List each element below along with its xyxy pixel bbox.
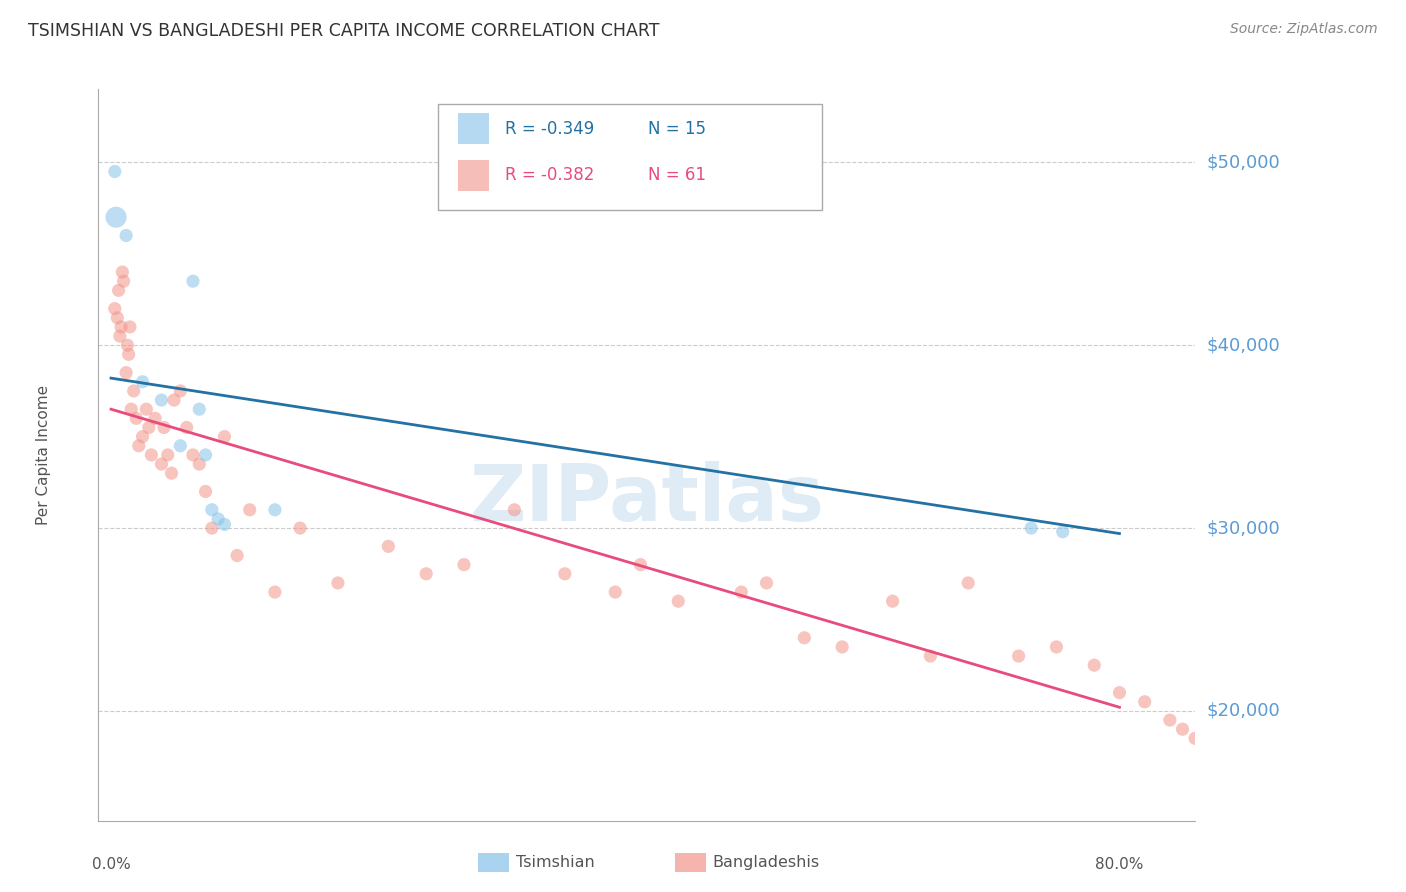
Point — [201, 503, 224, 517]
Point — [1133, 695, 1156, 709]
Point — [605, 585, 627, 599]
Text: ZIPatlas: ZIPatlas — [470, 461, 824, 537]
Text: Tsimshian: Tsimshian — [516, 855, 595, 870]
Point — [453, 558, 475, 572]
Point — [117, 338, 139, 352]
Text: N = 15: N = 15 — [648, 120, 706, 137]
Point — [1019, 521, 1042, 535]
Point — [554, 566, 576, 581]
Point — [1197, 740, 1219, 755]
Point — [188, 457, 211, 471]
Point — [503, 503, 526, 517]
Point — [214, 517, 236, 532]
Point — [1108, 685, 1130, 699]
Point — [115, 366, 138, 380]
Point — [630, 558, 652, 572]
Point — [1052, 524, 1074, 539]
Point — [415, 566, 437, 581]
Point — [1045, 640, 1067, 654]
Point — [120, 402, 142, 417]
Point — [201, 521, 224, 535]
Text: 0.0%: 0.0% — [91, 857, 131, 872]
Point — [107, 284, 129, 298]
Point — [125, 411, 148, 425]
Point — [181, 448, 204, 462]
Point — [131, 430, 153, 444]
Point — [163, 392, 186, 407]
Text: R = -0.349: R = -0.349 — [505, 120, 595, 137]
Point — [150, 392, 173, 407]
Point — [131, 375, 153, 389]
Point — [730, 585, 752, 599]
Point — [181, 274, 204, 288]
Point — [176, 420, 198, 434]
Point — [108, 329, 131, 343]
Point — [264, 585, 287, 599]
Point — [326, 576, 349, 591]
Point — [128, 439, 150, 453]
Point — [105, 310, 128, 325]
Point — [188, 402, 211, 417]
Point — [194, 448, 217, 462]
Point — [214, 430, 236, 444]
Point — [920, 649, 942, 664]
Text: Source: ZipAtlas.com: Source: ZipAtlas.com — [1230, 22, 1378, 37]
Point — [882, 594, 904, 608]
Point — [194, 484, 217, 499]
Point — [666, 594, 689, 608]
Point — [135, 402, 157, 417]
Point — [156, 448, 179, 462]
Text: $40,000: $40,000 — [1206, 336, 1279, 354]
Point — [112, 274, 135, 288]
Text: $20,000: $20,000 — [1206, 702, 1279, 720]
Point — [957, 576, 980, 591]
Text: N = 61: N = 61 — [648, 167, 706, 185]
Point — [169, 384, 191, 398]
Point — [104, 301, 127, 316]
Point — [141, 448, 163, 462]
Point — [118, 320, 141, 334]
Point — [264, 503, 287, 517]
Point — [169, 439, 191, 453]
Point — [1007, 649, 1029, 664]
Text: R = -0.382: R = -0.382 — [505, 167, 595, 185]
Text: TSIMSHIAN VS BANGLADESHI PER CAPITA INCOME CORRELATION CHART: TSIMSHIAN VS BANGLADESHI PER CAPITA INCO… — [28, 22, 659, 40]
Point — [755, 576, 778, 591]
Point — [143, 411, 166, 425]
Point — [160, 466, 183, 480]
Point — [110, 320, 132, 334]
Point — [1083, 658, 1105, 673]
Point — [122, 384, 145, 398]
FancyBboxPatch shape — [439, 103, 823, 210]
Point — [1184, 731, 1206, 746]
Point — [138, 420, 160, 434]
Text: Per Capita Income: Per Capita Income — [37, 384, 51, 525]
Text: $50,000: $50,000 — [1206, 153, 1279, 171]
Point — [115, 228, 138, 243]
Point — [239, 503, 262, 517]
Text: $30,000: $30,000 — [1206, 519, 1279, 537]
Point — [793, 631, 815, 645]
Point — [288, 521, 311, 535]
Point — [105, 211, 128, 225]
Point — [150, 457, 173, 471]
Text: Bangladeshis: Bangladeshis — [713, 855, 820, 870]
Point — [153, 420, 176, 434]
Point — [111, 265, 134, 279]
Point — [226, 549, 249, 563]
Point — [377, 539, 399, 553]
Point — [1159, 713, 1181, 727]
Text: 80.0%: 80.0% — [1095, 857, 1143, 872]
Point — [118, 347, 141, 361]
FancyBboxPatch shape — [458, 160, 489, 191]
Point — [831, 640, 853, 654]
Point — [1171, 723, 1194, 737]
Point — [104, 164, 127, 178]
FancyBboxPatch shape — [458, 113, 489, 145]
Point — [207, 512, 229, 526]
